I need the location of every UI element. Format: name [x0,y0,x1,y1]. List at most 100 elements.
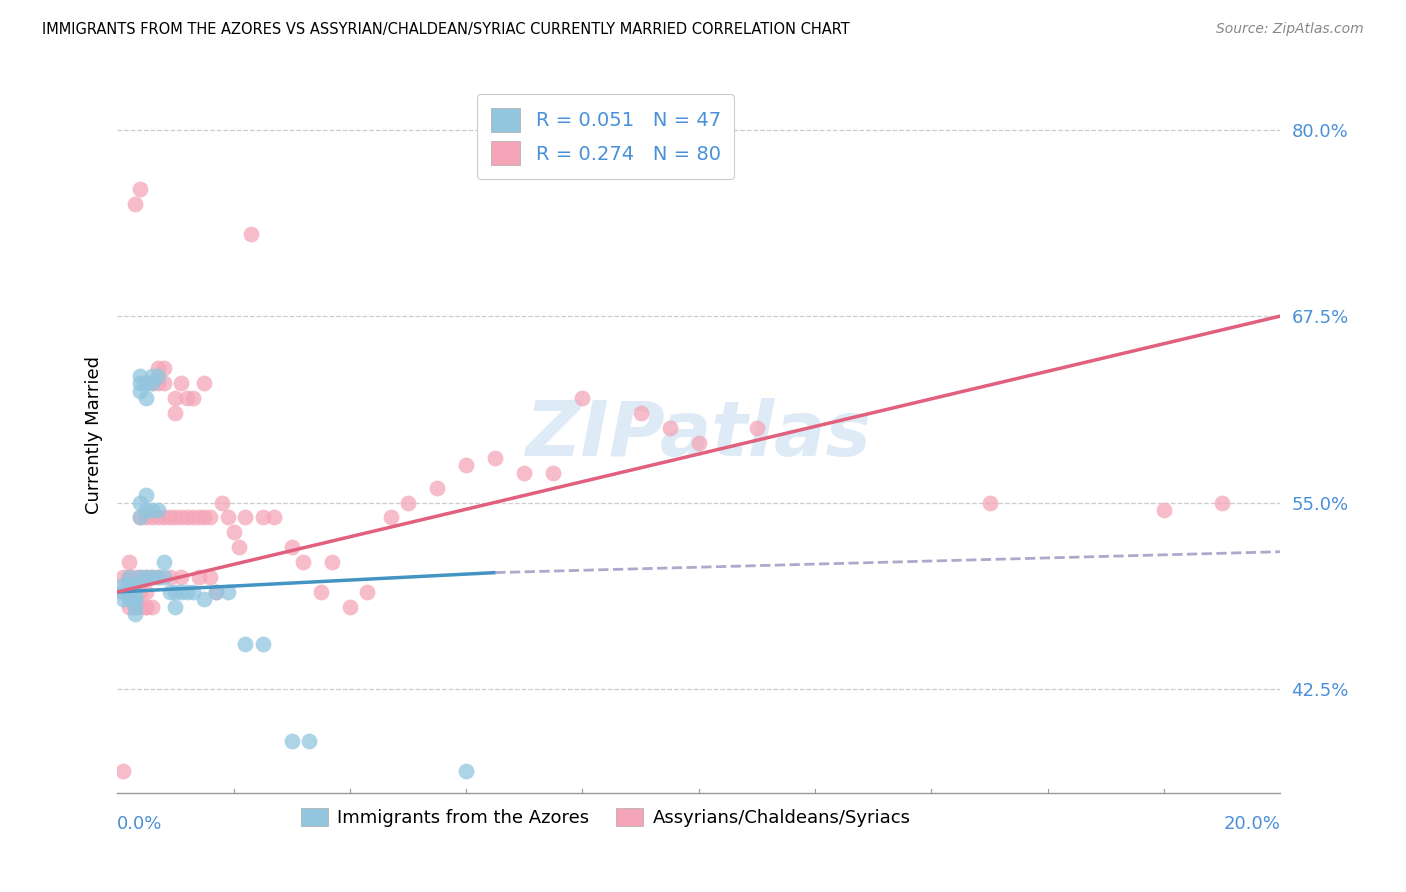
Point [141,368,163,383]
Point [292,555,315,569]
Point [111,592,134,607]
Point [543,466,565,480]
Point [233,637,256,651]
Point [152,376,174,391]
Point [170,510,193,524]
Point [159,510,181,524]
Point [280,541,302,555]
Point [118,585,141,599]
Point [252,637,274,651]
Point [129,368,152,383]
Point [118,570,141,584]
Point [181,585,204,599]
Point [135,391,157,405]
Point [170,376,193,391]
Point [124,599,146,614]
Point [129,570,152,584]
Point [165,391,187,405]
Text: 0.0%: 0.0% [117,814,163,833]
Point [165,510,187,524]
Point [356,585,378,599]
Point [111,570,134,584]
Point [159,570,181,584]
Point [118,577,141,591]
Point [146,368,169,383]
Point [135,510,157,524]
Point [176,585,198,599]
Point [135,570,157,584]
Point [111,585,134,599]
Point [176,510,198,524]
Point [159,585,181,599]
Point [146,376,169,391]
Point [124,570,146,584]
Point [181,391,204,405]
Point [146,503,169,517]
Point [193,376,215,391]
Point [280,734,302,748]
Point [124,585,146,599]
Point [630,406,652,420]
Point [129,510,152,524]
Point [222,525,245,540]
Point [124,607,146,622]
Point [513,466,536,480]
Point [658,421,681,435]
Point [187,510,209,524]
Point [170,570,193,584]
Point [135,599,157,614]
Point [193,510,215,524]
Text: 20.0%: 20.0% [1223,814,1281,833]
Point [111,764,134,778]
Point [135,503,157,517]
Point [129,376,152,391]
Point [484,450,506,465]
Point [141,376,163,391]
Point [146,570,169,584]
Point [146,570,169,584]
Point [146,510,169,524]
Point [456,764,478,778]
Point [135,599,157,614]
Point [124,585,146,599]
Point [205,585,228,599]
Point [129,510,152,524]
Point [135,376,157,391]
Point [456,458,478,473]
Point [228,541,250,555]
Point [135,585,157,599]
Legend: Immigrants from the Azores, Assyrians/Chaldeans/Syriacs: Immigrants from the Azores, Assyrians/Ch… [294,801,918,834]
Point [146,361,169,376]
Point [118,592,141,607]
Point [165,406,187,420]
Point [321,555,343,569]
Point [118,599,141,614]
Point [124,592,146,607]
Point [141,376,163,391]
Y-axis label: Currently Married: Currently Married [86,357,103,515]
Point [263,510,285,524]
Point [380,510,402,524]
Point [165,599,187,614]
Point [152,361,174,376]
Point [141,570,163,584]
Point [129,599,152,614]
Point [129,182,152,196]
Point [141,599,163,614]
Point [176,391,198,405]
Point [309,585,332,599]
Point [118,585,141,599]
Point [152,570,174,584]
Point [688,435,710,450]
Point [129,495,152,509]
Point [124,592,146,607]
Point [129,585,152,599]
Point [745,421,768,435]
Point [129,384,152,398]
Text: ZIPatlas: ZIPatlas [526,399,872,473]
Point [170,585,193,599]
Point [141,503,163,517]
Point [396,495,419,509]
Point [118,570,141,584]
Point [200,510,222,524]
